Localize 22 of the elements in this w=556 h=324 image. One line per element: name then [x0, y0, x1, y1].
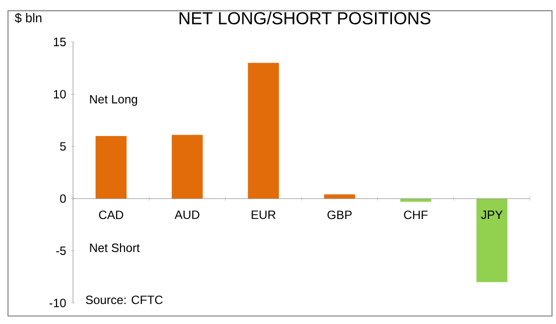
annotation: Source: CFTC [86, 296, 163, 304]
x-tick-label: JPY [481, 210, 503, 220]
x-tick-label: AUD [174, 210, 200, 220]
x-tick-label: GBP [328, 210, 352, 220]
x-tick-label: EUR [252, 210, 276, 220]
chart-title: NET LONG/SHORT POSITIONS [180, 12, 430, 24]
x-tick-label: CHF [404, 210, 428, 220]
y-tick-label: 5 [60, 142, 66, 151]
y-tick-label: 10 [54, 90, 66, 98]
annotation: Net Long [90, 95, 138, 106]
y-tick-label: -5 [56, 246, 66, 255]
x-tick-label: CAD [99, 210, 124, 220]
bar [96, 136, 127, 199]
bar [476, 198, 508, 282]
annotation: Net Short [90, 243, 140, 252]
y-tick-label: 15 [54, 38, 66, 46]
bar [248, 62, 279, 199]
y-tick-label: 0 [60, 194, 66, 203]
y-axis-title: $ bln [14, 12, 42, 24]
bar [172, 134, 203, 199]
bar [324, 194, 356, 199]
y-tick-label: -10 [50, 298, 66, 308]
